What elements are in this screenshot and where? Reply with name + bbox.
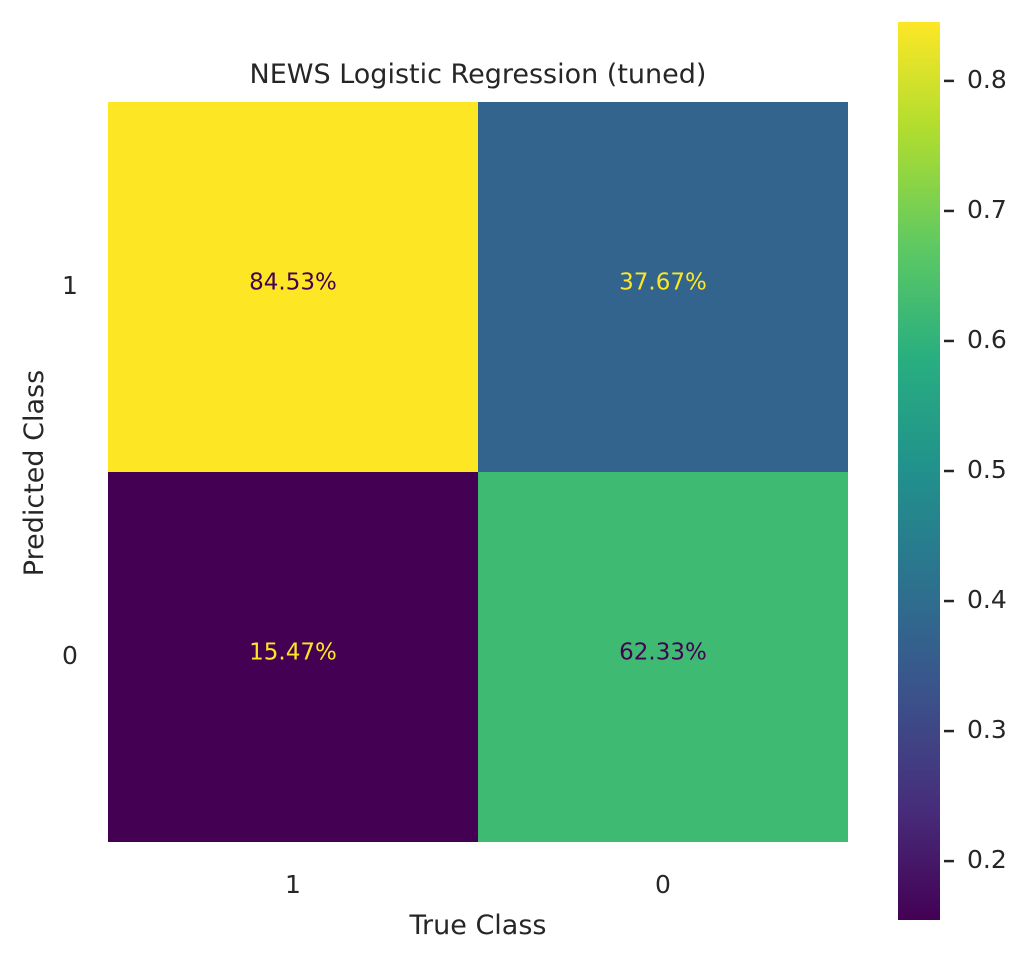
colorbar-ticks: 0.2 0.3 0.4 0.5 0.6 0.7 0.8 [944,65,1007,874]
x-tick-label-0: 1 [285,870,301,899]
y-axis-label: Predicted Class [19,370,50,576]
colorbar-tick-label-6: 0.8 [967,65,1007,94]
chart-title: NEWS Logistic Regression (tuned) [250,59,707,90]
heatmap-cell-r0-c0 [108,102,478,472]
heatmap-cell-r1-c0 [108,472,478,842]
heatmap-cell-r1-c1 [478,472,848,842]
colorbar-tick-label-4: 0.6 [967,325,1007,354]
x-tick-label-1: 0 [655,870,671,899]
x-axis-label: True Class [409,910,547,941]
y-axis-ticks: 10 [62,271,78,670]
cell-value-label-r1-c0: 15.47% [249,640,337,666]
y-tick-label-0: 1 [62,271,78,300]
colorbar-tick-label-1: 0.3 [967,715,1007,744]
colorbar [898,22,940,920]
heatmap-cells [108,102,848,842]
colorbar-tick-label-3: 0.5 [967,455,1007,484]
cell-value-label-r0-c1: 37.67% [619,270,707,296]
cell-value-label-r1-c1: 62.33% [619,640,707,666]
cell-value-label-r0-c0: 84.53% [249,270,337,296]
colorbar-tick-label-5: 0.7 [967,195,1007,224]
heatmap-cell-labels: 84.53% 37.67% 15.47% 62.33% [249,270,707,666]
colorbar-tick-label-0: 0.2 [967,845,1007,874]
colorbar-tick-label-2: 0.4 [967,585,1007,614]
heatmap-cell-r0-c1 [478,102,848,472]
y-tick-label-1: 0 [62,641,78,670]
